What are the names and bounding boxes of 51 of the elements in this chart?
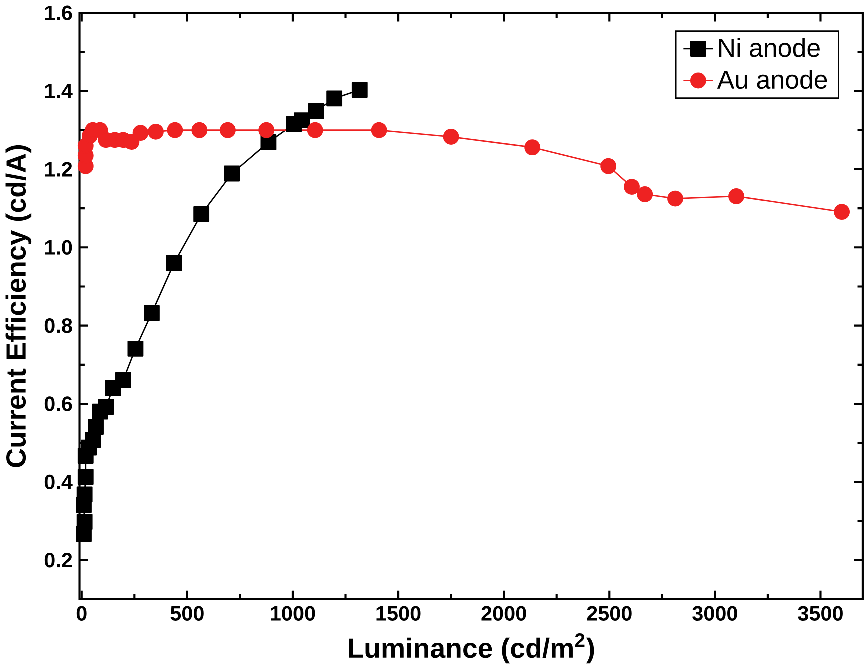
x-tick-label: 1000 (271, 606, 316, 621)
x-tick-label: 2500 (587, 606, 632, 621)
point (524, 139, 541, 156)
point (167, 122, 184, 138)
point (144, 305, 160, 322)
y-axis-title: Current Efficiency (cd/A) (6, 145, 32, 468)
point (220, 122, 236, 138)
x-tick-label: 3500 (798, 606, 843, 621)
point (308, 103, 324, 119)
point (116, 372, 132, 388)
point (76, 514, 93, 530)
y-tick-label: 0.4 (44, 474, 73, 490)
point (728, 188, 744, 204)
x-tick-label: 0 (76, 606, 87, 621)
point (834, 204, 850, 220)
point (600, 158, 617, 174)
y-tick-label: 1.4 (45, 84, 73, 98)
y-tick-label: 0.8 (44, 318, 72, 333)
x-tick-label: 1500 (376, 606, 421, 621)
point (78, 468, 94, 485)
point (371, 122, 388, 138)
point (132, 124, 149, 141)
point (624, 178, 640, 195)
point (637, 186, 654, 202)
x-tick-label: 500 (170, 606, 204, 621)
point (148, 124, 164, 140)
point (76, 486, 93, 502)
point (326, 90, 343, 106)
y-tick-label: 0.6 (44, 396, 72, 412)
x-axis-title: Luminance (cd/m$^{2}$) (349, 633, 594, 664)
point (294, 112, 310, 128)
point (352, 82, 368, 98)
point (668, 190, 684, 207)
point (258, 122, 275, 138)
point (443, 128, 460, 145)
y-tick-label: 1.0 (45, 240, 72, 255)
point (224, 166, 240, 182)
legend-label: Ni anode (719, 38, 820, 58)
point (128, 340, 144, 357)
y-tick-label: 1.2 (45, 162, 72, 176)
y-tick-label: 0.2 (44, 552, 72, 568)
point (88, 418, 104, 435)
x-tick-label: 3000 (692, 606, 738, 621)
point (166, 255, 182, 272)
point (194, 206, 210, 222)
y-tick-label: 1.6 (45, 6, 72, 20)
x-tick-label: 2000 (482, 606, 526, 621)
point (307, 122, 324, 138)
point (192, 122, 208, 138)
point (98, 398, 114, 415)
legend-label: Au anode (717, 70, 828, 89)
